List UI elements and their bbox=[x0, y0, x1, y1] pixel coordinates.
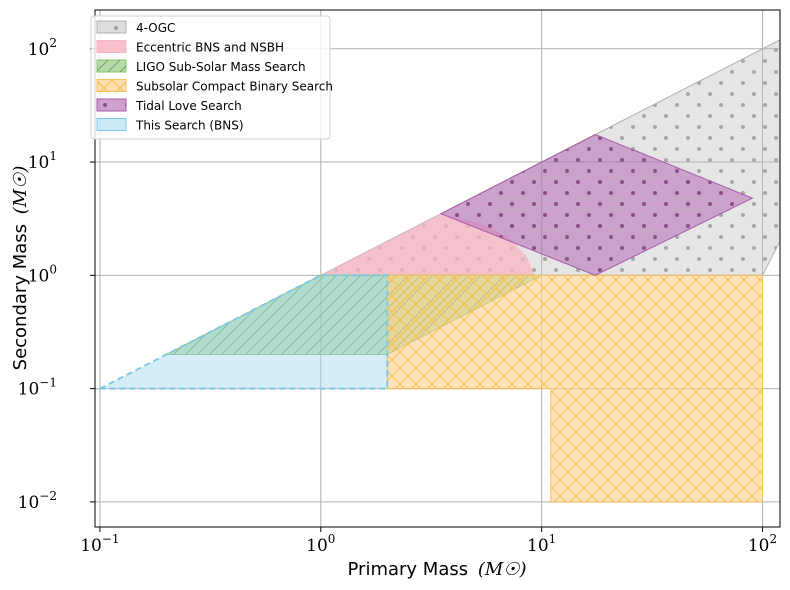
y-tick-label-0: 10−2 bbox=[18, 489, 57, 513]
region-edge-this-search-bns bbox=[99, 274, 389, 390]
legend-label-this-search-bns: This Search (BNS) bbox=[135, 119, 244, 133]
legend-swatch-hatch-subsolar-compact-binary-search bbox=[97, 79, 126, 92]
legend-label-subsolar-compact-binary-search: Subsolar Compact Binary Search bbox=[136, 80, 333, 94]
region-hatch-tidal-love-search bbox=[440, 134, 753, 276]
legend-swatch-hatch-ligo-sub-solar-mass-search bbox=[97, 60, 126, 72]
y-tick-label-1: 10−1 bbox=[18, 376, 57, 400]
legend-label-ligo-sub-solar-mass-search: LIGO Sub-Solar Mass Search bbox=[136, 60, 306, 74]
y-tick-label-3: 101 bbox=[28, 149, 57, 173]
legend-item-4-ogc: 4-OGC bbox=[96, 20, 175, 35]
legend-item-subsolar-compact-binary-search: Subsolar Compact Binary Search bbox=[96, 79, 333, 94]
region-fill-this-search-bns bbox=[99, 275, 388, 389]
region-this-search-bns bbox=[99, 274, 389, 390]
legend-item-eccentric-bns-and-nsbh: Eccentric BNS and NSBH bbox=[96, 40, 284, 55]
x-axis-label-text: Primary Mass bbox=[348, 559, 469, 580]
ticks: 10−1 100 101 102 10−2 10−1 100 101 102 bbox=[18, 36, 777, 556]
plot-frame bbox=[94, 9, 781, 528]
regions bbox=[99, 39, 780, 503]
y-tick-label-2: 100 bbox=[28, 262, 57, 286]
legend-label-4-ogc: 4-OGC bbox=[136, 21, 175, 35]
legend-swatch-eccentric-bns-and-nsbh bbox=[96, 40, 127, 53]
legend-item-tidal-love-search: Tidal Love Search bbox=[96, 98, 242, 113]
legend-label-eccentric-bns-and-nsbh: Eccentric BNS and NSBH bbox=[136, 41, 284, 55]
legend-item-this-search-bns: This Search (BNS) bbox=[96, 118, 244, 133]
legend-swatch-this-search-bns bbox=[96, 118, 127, 131]
x-tick-label-0: 10−1 bbox=[80, 532, 119, 556]
legend-box bbox=[90, 15, 331, 140]
region-hatch-subsolar-compact-binary-search bbox=[387, 275, 763, 502]
y-axis-label-text: Secondary Mass bbox=[10, 224, 31, 370]
x-axis-label: Primary Mass (M☉) bbox=[348, 559, 527, 580]
y-axis-unit: (M☉) bbox=[10, 166, 31, 215]
svg-text:Primary Mass (M☉): Primary Mass (M☉) bbox=[348, 559, 527, 580]
y-axis-label: Secondary Mass (M☉) bbox=[10, 166, 31, 371]
legend-item-ligo-sub-solar-mass-search: LIGO Sub-Solar Mass Search bbox=[96, 59, 306, 74]
svg-text:Secondary Mass (M☉): Secondary Mass (M☉) bbox=[10, 166, 31, 371]
legend: 4-OGC Eccentric BNS and NSBH LIGO Sub-Sola… bbox=[90, 15, 333, 140]
region-tidal-love-search bbox=[439, 133, 754, 276]
x-axis-unit: (M☉) bbox=[478, 559, 527, 580]
legend-swatch-hatch-4-ogc bbox=[97, 21, 126, 33]
x-tick-label-2: 101 bbox=[527, 532, 556, 556]
y-tick-label-4: 102 bbox=[28, 36, 57, 60]
x-tick-label-3: 102 bbox=[748, 532, 777, 556]
x-tick-label-1: 100 bbox=[306, 532, 335, 556]
region-edge-subsolar-compact-binary-search bbox=[386, 274, 763, 503]
region-subsolar-compact-binary-search bbox=[386, 274, 763, 503]
legend-swatch-hatch-tidal-love-search bbox=[97, 99, 126, 111]
legend-label-tidal-love-search: Tidal Love Search bbox=[135, 99, 242, 113]
region-edge-tidal-love-search bbox=[439, 133, 754, 276]
